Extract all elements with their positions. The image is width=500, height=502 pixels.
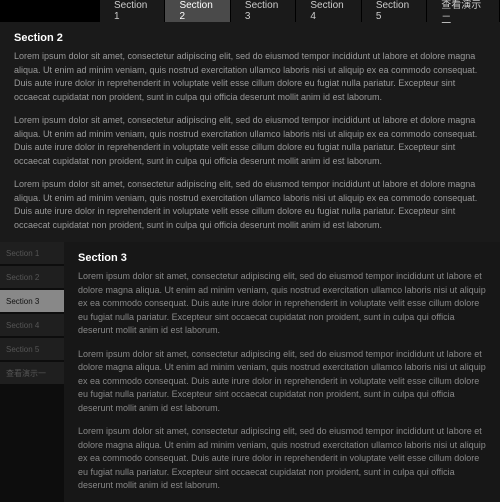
- upper-heading: Section 2: [14, 32, 486, 44]
- side-item-5[interactable]: 查看演示一: [0, 362, 64, 384]
- side-nav: Section 1Section 2Section 3Section 4Sect…: [0, 242, 64, 502]
- upper-paragraphs: Lorem ipsum dolor sit amet, consectetur …: [14, 50, 486, 232]
- lower-para-0: Lorem ipsum dolor sit amet, consectetur …: [78, 270, 486, 338]
- top-tab-3[interactable]: Section 4: [296, 0, 361, 22]
- upper-para-2: Lorem ipsum dolor sit amet, consectetur …: [14, 178, 486, 232]
- side-item-3[interactable]: Section 4: [0, 314, 64, 336]
- lower-para-2: Lorem ipsum dolor sit amet, consectetur …: [78, 425, 486, 493]
- top-tab-5[interactable]: 查看演示二: [427, 0, 500, 22]
- top-tab-1[interactable]: Section 2: [165, 0, 230, 22]
- side-item-1[interactable]: Section 2: [0, 266, 64, 288]
- lower-panel: Section 1Section 2Section 3Section 4Sect…: [0, 242, 500, 502]
- upper-para-1: Lorem ipsum dolor sit amet, consectetur …: [14, 114, 486, 168]
- lower-paragraphs: Lorem ipsum dolor sit amet, consectetur …: [78, 270, 486, 502]
- upper-content: Section 2 Lorem ipsum dolor sit amet, co…: [0, 22, 500, 232]
- top-tab-0[interactable]: Section 1: [100, 0, 165, 22]
- lower-heading: Section 3: [78, 252, 486, 264]
- lower-para-1: Lorem ipsum dolor sit amet, consectetur …: [78, 348, 486, 416]
- side-item-0[interactable]: Section 1: [0, 242, 64, 264]
- side-item-4[interactable]: Section 5: [0, 338, 64, 360]
- side-item-2[interactable]: Section 3: [0, 290, 64, 312]
- upper-para-0: Lorem ipsum dolor sit amet, consectetur …: [14, 50, 486, 104]
- lower-content: Section 3 Lorem ipsum dolor sit amet, co…: [64, 242, 500, 502]
- top-tab-4[interactable]: Section 5: [362, 0, 427, 22]
- top-tabs: Section 1Section 2Section 3Section 4Sect…: [0, 0, 500, 22]
- top-tab-2[interactable]: Section 3: [231, 0, 296, 22]
